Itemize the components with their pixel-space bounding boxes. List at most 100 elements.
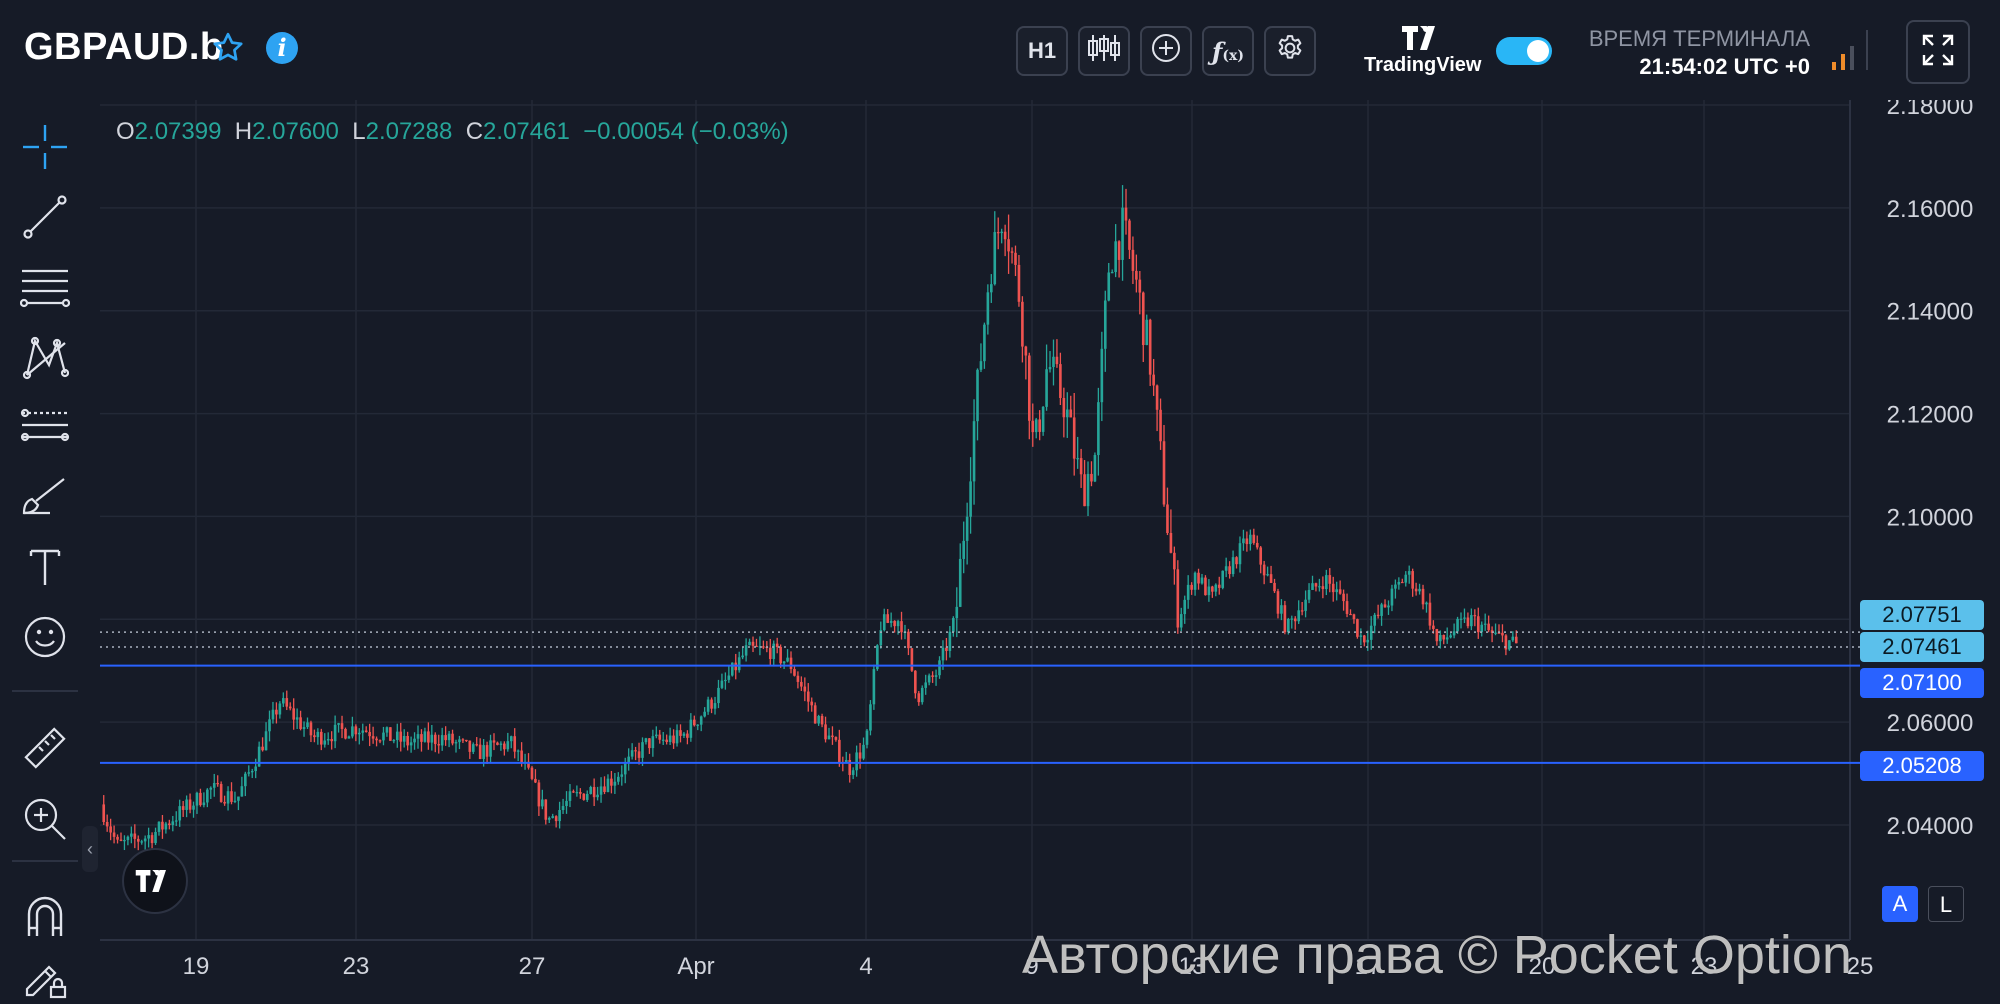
candle-up [1470,615,1473,627]
candle-up [1266,574,1269,576]
toolbar-divider [12,690,78,692]
candle-down [834,737,838,740]
candle-down [1442,634,1446,640]
brush-icon[interactable] [18,470,72,524]
candle-down [1159,409,1162,442]
candle-down [820,715,824,725]
candle-up [454,742,458,744]
candle-up [1186,584,1190,600]
level-label-2[interactable]: 2.05208 [1860,751,1984,781]
auto-scale-button[interactable]: A [1882,886,1918,922]
candle-down [340,723,344,729]
candle-down [893,620,896,627]
candle-up [541,799,544,807]
candle-up [1425,602,1428,605]
candle-down [1069,409,1073,418]
candle-up [920,687,924,703]
candle-down [1055,356,1059,365]
pattern-icon[interactable] [18,330,72,384]
prediction-icon[interactable] [18,400,72,454]
candle-down [437,744,441,746]
ruler-icon[interactable] [18,722,72,776]
candle-down [1021,301,1024,347]
candle-up [724,679,727,682]
gear-icon [1275,33,1305,69]
fib-lines-icon[interactable] [18,260,72,314]
candle-up [748,641,751,646]
candle-down [444,735,447,741]
toolbar-collapse-button[interactable]: ‹ [82,826,98,872]
text-icon[interactable] [18,540,72,594]
lock-pencil-icon[interactable] [18,950,72,1004]
candle-down [1141,292,1145,346]
candle-up [237,796,240,801]
candle-down [592,787,596,798]
settings-button[interactable] [1264,26,1316,76]
level-label-1[interactable]: 2.07100 [1860,668,1984,698]
zoom-in-icon[interactable] [18,792,72,846]
candle-up [606,778,610,792]
candle-up [1193,572,1197,590]
candle-up [623,762,627,775]
candle-up [506,741,510,750]
candle-down [1314,583,1318,587]
candle-up [1511,636,1515,641]
candle-up [689,719,693,738]
candle-up [154,831,157,844]
log-scale-button[interactable]: L [1928,886,1964,922]
emoji-icon[interactable] [18,610,72,664]
timeframe-button[interactable]: H1 [1016,26,1068,76]
signal-icon [1832,44,1856,70]
candle-down [1252,534,1256,543]
copyright-watermark: Авторские права © Pocket Option [1022,925,1852,985]
candle-up [934,675,938,677]
candle-down [1124,207,1128,221]
star-icon[interactable] [210,30,246,66]
indicators-button[interactable]: ƒ(x) [1202,26,1254,76]
candle-up [979,361,983,370]
tradingview-badge[interactable] [122,848,188,914]
candle-down [931,675,934,677]
candle-up [1000,231,1003,234]
candle-down [1321,586,1325,590]
candle-up [599,786,603,795]
candle-down [375,738,378,741]
symbol-name[interactable]: GBPAUD.b [24,26,224,68]
candle-down [1255,542,1259,548]
drawing-toolbar [0,110,90,1000]
candle-down [848,759,852,775]
candle-down [1259,547,1263,565]
candle-up [730,662,734,676]
candle-up [1034,419,1038,433]
candle-up [1200,577,1204,584]
close-key: C [465,118,484,145]
candle-down [465,739,468,742]
candle-down [544,799,548,820]
candle-down [1211,586,1214,592]
terminal-time-toggle[interactable] [1496,37,1552,65]
candle-up [278,703,282,715]
candle-down [112,832,116,837]
candle-up [171,821,175,826]
trend-line-icon[interactable] [18,190,72,244]
high-value: 2.07600 [252,118,339,145]
price-chart[interactable]: 2.180002.160002.140002.120002.100002.080… [100,100,2000,1000]
fullscreen-button[interactable] [1906,20,1970,84]
low-key: L [352,118,366,145]
candle-down [1466,617,1470,627]
candle-down [1135,270,1138,280]
candle-up [706,699,710,712]
candle-down [658,734,662,740]
candle-up [741,655,744,658]
candle-up [409,742,413,746]
info-icon[interactable]: i [266,32,298,64]
open-key: O [116,118,135,145]
crosshair-icon[interactable] [18,120,72,174]
candle-down [513,736,517,752]
top-bar: GBPAUD.b i H1 ƒ(x) TradingView ВРЕМЯ ТЕР… [0,0,2000,100]
chart-type-button[interactable] [1078,26,1130,76]
candle-down [1007,239,1010,252]
magnet-icon[interactable] [18,888,72,942]
compare-add-button[interactable] [1140,26,1192,76]
candle-down [1276,591,1280,614]
